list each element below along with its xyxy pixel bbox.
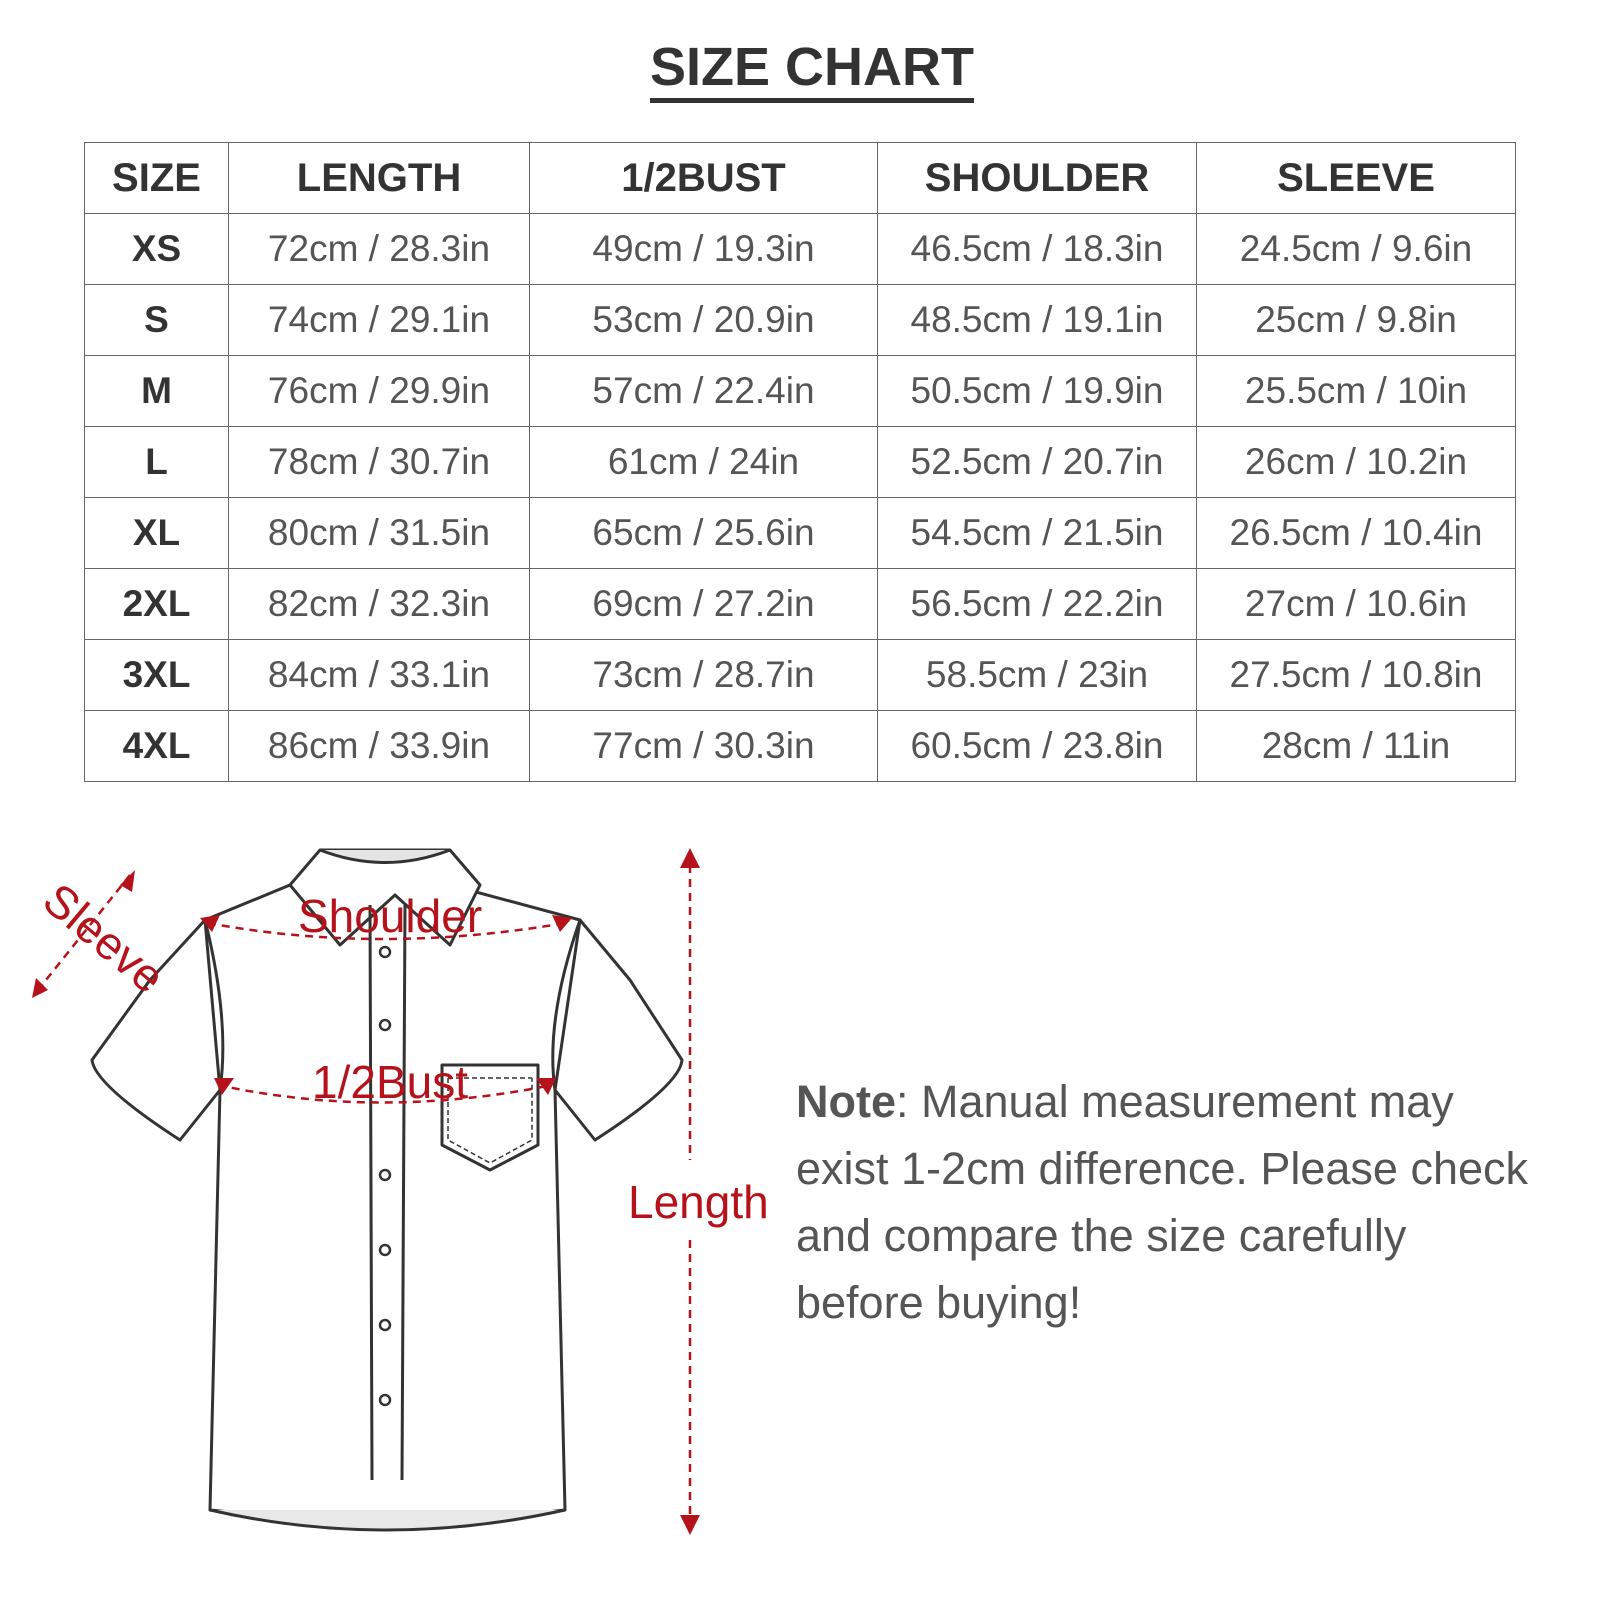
size-table: SIZE LENGTH 1/2BUST SHOULDER SLEEVE XS 72cm /… (84, 142, 1516, 782)
bust-line (217, 1083, 553, 1104)
table-row: 2XL 82cm / 32.3in 69cm / 27.2in 56.5cm / 22… (84, 568, 1516, 640)
table-row: L 78cm / 30.7in 61cm / 24in 52.5cm / 20.7in… (84, 426, 1516, 498)
arrow-icon (32, 978, 48, 998)
arrow-icon (214, 1078, 234, 1095)
column-header: SLEEVE (1196, 142, 1516, 214)
arrow-icon (200, 915, 220, 932)
table-header-row: SIZE LENGTH 1/2BUST SHOULDER SLEEVE (84, 142, 1516, 214)
arrow-icon (536, 1078, 556, 1095)
measurement-cell: 27.5cm / 10.8in (1196, 639, 1516, 711)
note-label: Note (796, 1076, 896, 1127)
note-body: : Manual measurement may exist 1-2cm dif… (796, 1076, 1529, 1328)
measurement-cell: 28cm / 11in (1196, 710, 1516, 782)
table-row: XL 80cm / 31.5in 65cm / 25.6in 54.5cm / 21.… (84, 497, 1516, 569)
length-label: Length (628, 1176, 769, 1228)
measurement-cell: 78cm / 30.7in (228, 426, 530, 498)
size-cell: XL (84, 497, 229, 569)
measurement-cell: 57cm / 22.4in (529, 355, 878, 427)
column-header: SIZE (84, 142, 229, 214)
measurement-lines (37, 865, 692, 1520)
size-cell: 4XL (84, 710, 229, 782)
measurement-cell: 25cm / 9.8in (1196, 284, 1516, 356)
measurement-cell: 72cm / 28.3in (228, 213, 530, 285)
table-row: 3XL 84cm / 33.1in 73cm / 28.7in 58.5cm / 23… (84, 639, 1516, 711)
measurement-cell: 24.5cm / 9.6in (1196, 213, 1516, 285)
arrow-down-icon (680, 1515, 700, 1535)
size-cell: L (84, 426, 229, 498)
measurement-cell: 76cm / 29.9in (228, 355, 530, 427)
shoulder-label: Shoulder (298, 890, 482, 942)
measurement-cell: 49cm / 19.3in (529, 213, 878, 285)
measurement-cell: 26cm / 10.2in (1196, 426, 1516, 498)
measurement-cell: 80cm / 31.5in (228, 497, 530, 569)
measurement-cell: 27cm / 10.6in (1196, 568, 1516, 640)
measurement-cell: 58.5cm / 23in (877, 639, 1197, 711)
measurement-cell: 56.5cm / 22.2in (877, 568, 1197, 640)
shirt-diagram: Shoulder 1/2Bust Length Sleeve (32, 848, 769, 1535)
column-header: LENGTH (228, 142, 530, 214)
page-title: SIZE CHART (0, 36, 1600, 103)
measurement-cell: 77cm / 30.3in (529, 710, 878, 782)
measurement-cell: 60.5cm / 23.8in (877, 710, 1197, 782)
size-cell: 3XL (84, 639, 229, 711)
measurement-cell: 53cm / 20.9in (529, 284, 878, 356)
measurement-cell: 26.5cm / 10.4in (1196, 497, 1516, 569)
size-cell: XS (84, 213, 229, 285)
size-cell: S (84, 284, 229, 356)
column-header: SHOULDER (877, 142, 1197, 214)
measurement-cell: 46.5cm / 18.3in (877, 213, 1197, 285)
measurement-cell: 84cm / 33.1in (228, 639, 530, 711)
column-header: 1/2BUST (529, 142, 878, 214)
arrow-icon (552, 915, 572, 932)
arrow-up-icon (680, 848, 700, 868)
measurement-cell: 74cm / 29.1in (228, 284, 530, 356)
sleeve-line (37, 874, 131, 991)
measurement-cell: 61cm / 24in (529, 426, 878, 498)
measurement-cell: 25.5cm / 10in (1196, 355, 1516, 427)
measurement-cell: 50.5cm / 19.9in (877, 355, 1197, 427)
table-row: XS 72cm / 28.3in 49cm / 19.3in 46.5cm / 18.… (84, 213, 1516, 285)
note-text: Note: Manual measurement may exist 1-2cm… (796, 1068, 1536, 1336)
measurement-cell: 69cm / 27.2in (529, 568, 878, 640)
arrow-heads (32, 848, 700, 1535)
sleeve-label: Sleeve (34, 873, 175, 1003)
measurement-cell: 54.5cm / 21.5in (877, 497, 1197, 569)
measurement-cell: 86cm / 33.9in (228, 710, 530, 782)
shirt-illustration (90, 848, 684, 1532)
bust-label: 1/2Bust (312, 1056, 468, 1108)
measurement-cell: 73cm / 28.7in (529, 639, 878, 711)
measurement-cell: 65cm / 25.6in (529, 497, 878, 569)
table-row: M 76cm / 29.9in 57cm / 22.4in 50.5cm / 19.9… (84, 355, 1516, 427)
arrow-icon (120, 870, 135, 892)
size-cell: 2XL (84, 568, 229, 640)
measurement-cell: 48.5cm / 19.1in (877, 284, 1197, 356)
table-row: S 74cm / 29.1in 53cm / 20.9in 48.5cm / 19.1… (84, 284, 1516, 356)
size-cell: M (84, 355, 229, 427)
measurement-cell: 52.5cm / 20.7in (877, 426, 1197, 498)
measurement-cell: 82cm / 32.3in (228, 568, 530, 640)
table-row: 4XL 86cm / 33.9in 77cm / 30.3in 60.5cm / 23… (84, 710, 1516, 782)
shoulder-line (207, 921, 566, 941)
title-text: SIZE CHART (650, 36, 974, 103)
